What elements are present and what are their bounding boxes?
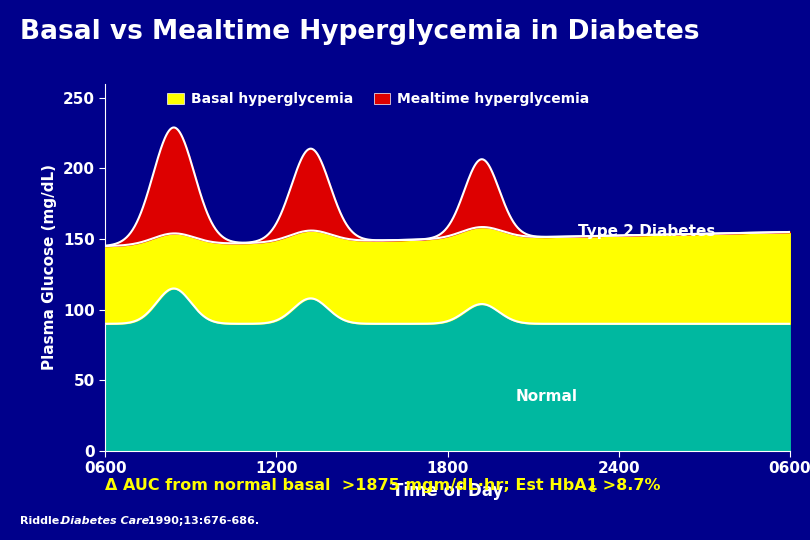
Text: Normal: Normal — [516, 389, 578, 404]
Text: Diabetes Care.: Diabetes Care. — [61, 516, 153, 526]
Text: Basal vs Mealtime Hyperglycemia in Diabetes: Basal vs Mealtime Hyperglycemia in Diabe… — [20, 19, 700, 45]
Text: Riddle.: Riddle. — [20, 516, 71, 526]
Y-axis label: Plasma Glucose (mg/dL): Plasma Glucose (mg/dL) — [42, 164, 58, 370]
Text: Type 2 Diabetes: Type 2 Diabetes — [578, 224, 715, 239]
Text: 1990;13:676-686.: 1990;13:676-686. — [140, 516, 259, 526]
Text: Δ AUC from normal basal  >1875 mgm/dL·hr; Est HbA1: Δ AUC from normal basal >1875 mgm/dL·hr;… — [105, 478, 598, 493]
Legend: Basal hyperglycemia, Mealtime hyperglycemia: Basal hyperglycemia, Mealtime hyperglyce… — [167, 92, 590, 106]
X-axis label: Time of Day: Time of Day — [392, 482, 503, 500]
Text: c: c — [588, 482, 595, 495]
Text: >8.7%: >8.7% — [597, 478, 660, 493]
